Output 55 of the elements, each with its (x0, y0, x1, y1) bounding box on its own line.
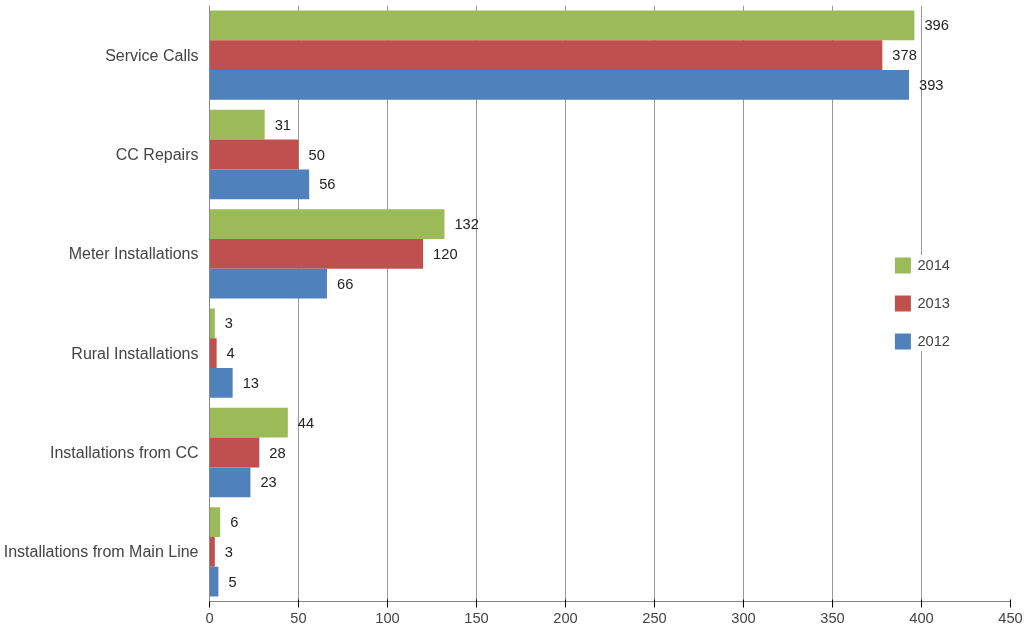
x-tick-label: 400 (909, 609, 934, 626)
x-tick-label: 50 (290, 609, 307, 626)
data-label: 44 (297, 414, 315, 431)
y-tick-label: Meter Installations (68, 245, 199, 263)
x-tick-label: 450 (998, 609, 1023, 626)
bar (209, 536, 215, 567)
data-label: 13 (242, 374, 259, 391)
data-label: 4 (226, 345, 235, 362)
x-tick-label: 150 (464, 609, 489, 626)
x-tick-label: 350 (820, 609, 845, 626)
data-label: 6 (230, 514, 239, 531)
data-label: 378 (892, 47, 917, 64)
data-label: 31 (274, 116, 291, 133)
bar (209, 139, 299, 170)
bar (209, 70, 910, 100)
legend-label: 2013 (917, 295, 950, 311)
data-label: 120 (433, 245, 458, 262)
y-tick-label: CC Repairs (115, 146, 199, 163)
bar (209, 308, 215, 339)
bar (209, 566, 219, 597)
x-tick-label: 200 (553, 609, 578, 626)
bar (209, 209, 445, 239)
legend-label: 2012 (917, 333, 950, 349)
data-label: 393 (919, 76, 944, 93)
bar (209, 407, 288, 438)
data-label: 5 (228, 573, 237, 590)
data-label: 3 (224, 543, 233, 560)
data-label: 23 (260, 474, 277, 491)
x-tick-label: 250 (642, 609, 667, 626)
bar (209, 338, 217, 369)
data-label: 28 (269, 444, 286, 461)
data-label: 3 (224, 315, 233, 332)
y-tick-label: Installations from CC (50, 444, 199, 461)
bar (209, 10, 915, 41)
x-tick-label: 0 (205, 609, 214, 626)
x-tick-label: 300 (731, 609, 756, 626)
data-label: 132 (454, 216, 479, 233)
bar (209, 40, 883, 71)
data-label: 66 (336, 275, 354, 292)
legend-label: 2014 (917, 257, 950, 273)
y-tick-label: Rural Installations (71, 344, 199, 362)
data-label: 396 (924, 17, 949, 34)
bar (209, 507, 221, 537)
bar (209, 169, 310, 200)
y-tick-label: Installations from Main Line (3, 543, 199, 561)
data-label: 56 (319, 176, 336, 193)
bar (209, 238, 424, 269)
y-tick-label: Service Calls (105, 46, 199, 64)
bar (209, 109, 265, 140)
data-label: 50 (308, 146, 325, 163)
bar (209, 437, 260, 468)
x-tick-label: 100 (375, 609, 400, 626)
bar (209, 268, 327, 299)
bar (209, 368, 233, 398)
bar (209, 467, 251, 498)
